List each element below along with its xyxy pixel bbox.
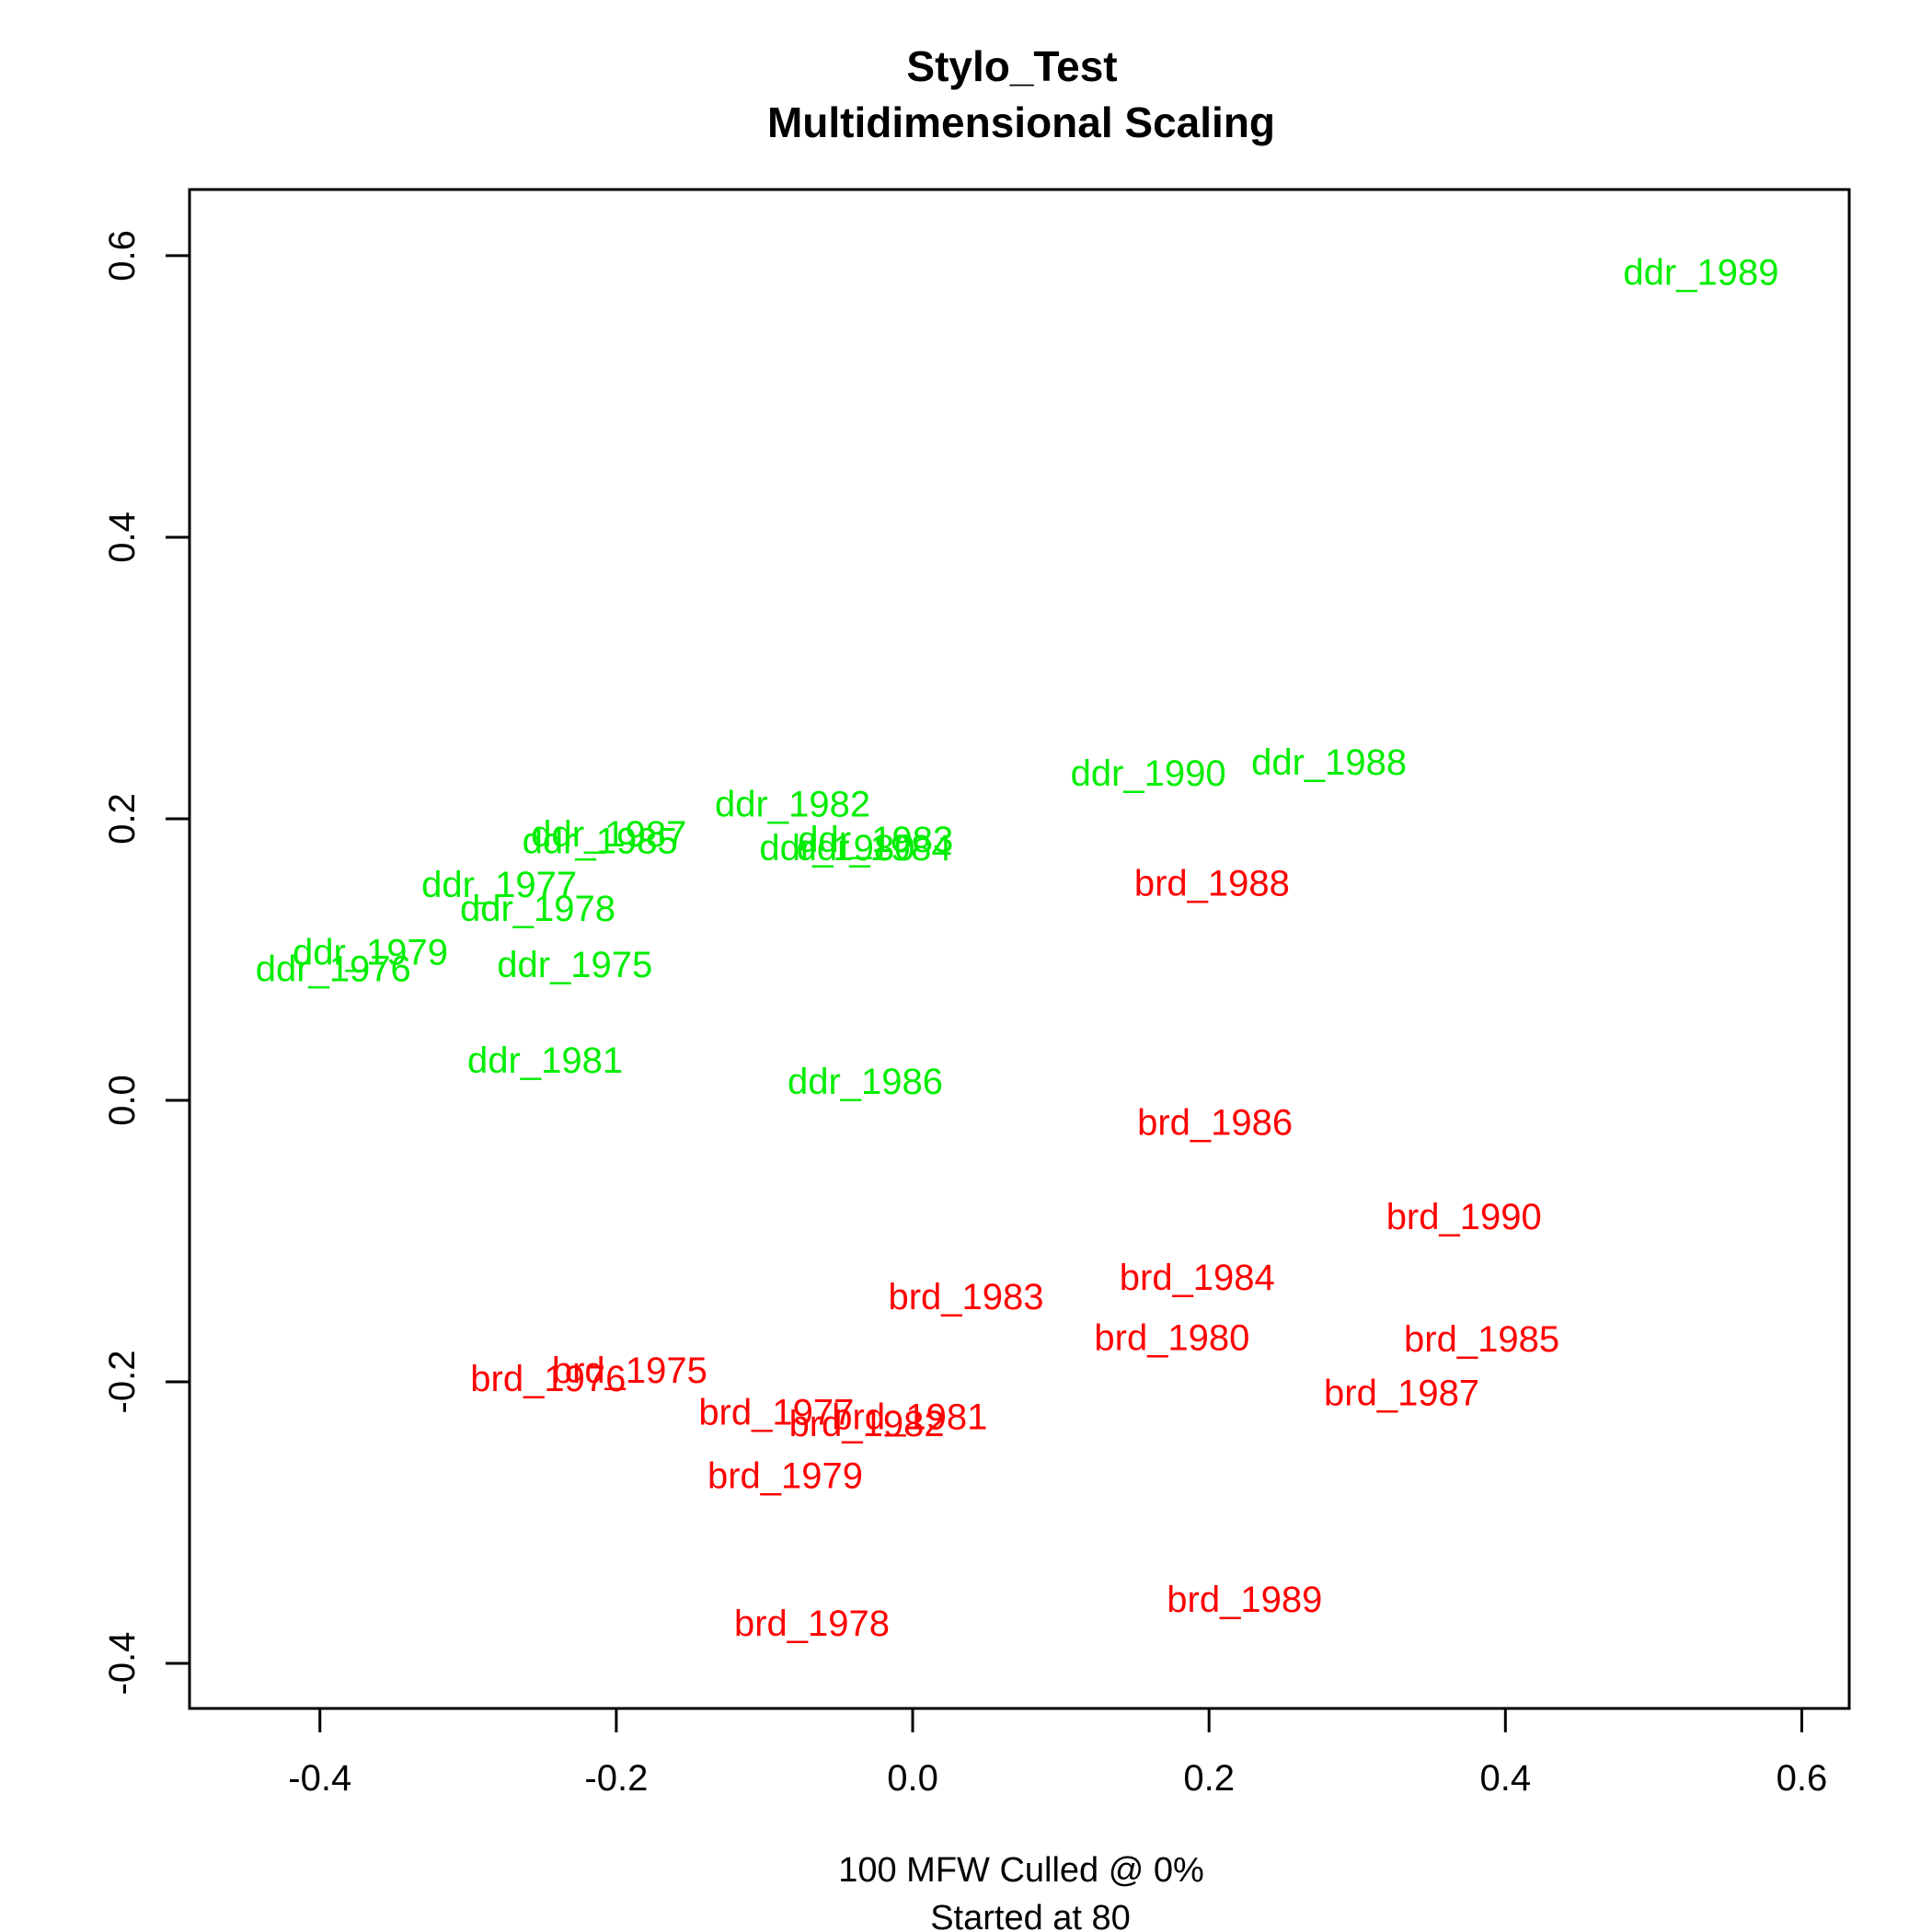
x-tick-label: 0.6 <box>1777 1758 1828 1799</box>
point-label-ddr-1984: ddr_1984 <box>797 828 952 868</box>
point-label-brd-1976: brd_1976 <box>470 1359 626 1399</box>
point-label-brd-1983: brd_1983 <box>888 1277 1043 1317</box>
point-label-brd-1987: brd_1987 <box>1324 1373 1479 1413</box>
point-label-brd-1989: brd_1989 <box>1167 1580 1322 1620</box>
point-label-ddr-1983: ddr_1983 <box>798 820 953 860</box>
y-tick-label: 0.6 <box>102 230 143 282</box>
point-label-brd-1978: brd_1978 <box>734 1604 890 1644</box>
point-label-ddr-1990: ddr_1990 <box>1071 753 1226 794</box>
point-label-brd-1975: brd_1975 <box>552 1351 707 1391</box>
x-tick-label: -0.4 <box>288 1758 351 1799</box>
x-tick-label: 0.0 <box>887 1758 938 1799</box>
point-label-brd-1990: brd_1990 <box>1386 1197 1542 1237</box>
x-tick-label: 0.2 <box>1183 1758 1235 1799</box>
chart-subtitle: Multidimensional Scaling <box>767 98 1275 146</box>
point-label-brd-1984: brd_1984 <box>1120 1258 1275 1298</box>
point-label-ddr-1980: ddr_1980 <box>759 828 914 868</box>
point-label-brd-1979: brd_1979 <box>707 1456 863 1497</box>
point-label-brd-1988: brd_1988 <box>1134 863 1290 903</box>
point-label-ddr-1988: ddr_1988 <box>1251 742 1407 783</box>
x-axis-label-line-1: 100 MFW Culled @ 0% <box>838 1851 1204 1890</box>
point-label-ddr-1976: ddr_1976 <box>256 949 411 990</box>
point-label-ddr-1978: ddr_1978 <box>460 889 615 929</box>
x-tick-label: 0.4 <box>1480 1758 1532 1799</box>
point-label-ddr-1975: ddr_1975 <box>497 945 652 985</box>
point-label-ddr-1987: ddr_1987 <box>531 814 686 855</box>
point-label-ddr-1977: ddr_1977 <box>421 865 577 905</box>
point-label-brd-1985: brd_1985 <box>1404 1319 1559 1360</box>
point-label-ddr-1985: ddr_1985 <box>523 821 678 861</box>
point-labels: ddr_1989 ddr_1990 ddr_1988 ddr_1982 ddr_1987… <box>256 252 1779 1644</box>
point-label-brd-1981: brd_1981 <box>832 1397 987 1437</box>
y-axis: -0.4 -0.2 0.0 0.2 0.4 0.6 <box>102 230 191 1696</box>
x-axis: -0.4 -0.2 0.0 0.2 0.4 0.6 <box>288 1707 1828 1799</box>
point-label-brd-1986: brd_1986 <box>1137 1102 1293 1143</box>
point-label-brd-1980: brd_1980 <box>1094 1318 1249 1359</box>
y-tick-label: -0.4 <box>102 1632 143 1696</box>
x-tick-label: -0.2 <box>584 1758 648 1799</box>
point-label-ddr-1981: ddr_1981 <box>467 1041 623 1081</box>
y-tick-label: 0.0 <box>102 1075 143 1126</box>
chart-title: Stylo_Test <box>906 42 1117 90</box>
point-label-brd-1977: brd_1977 <box>698 1393 854 1433</box>
point-label-ddr-1986: ddr_1986 <box>788 1062 943 1102</box>
x-axis-label-line-2: Started at 80 <box>930 1899 1131 1932</box>
point-label-brd-1982: brd_1982 <box>789 1404 945 1444</box>
y-tick-label: 0.2 <box>102 793 143 845</box>
y-tick-label: 0.4 <box>102 512 143 563</box>
point-label-ddr-1982: ddr_1982 <box>715 785 870 825</box>
point-label-ddr-1979: ddr_1979 <box>293 932 448 972</box>
point-label-ddr-1989: ddr_1989 <box>1623 252 1778 293</box>
y-tick-label: -0.2 <box>102 1351 143 1414</box>
